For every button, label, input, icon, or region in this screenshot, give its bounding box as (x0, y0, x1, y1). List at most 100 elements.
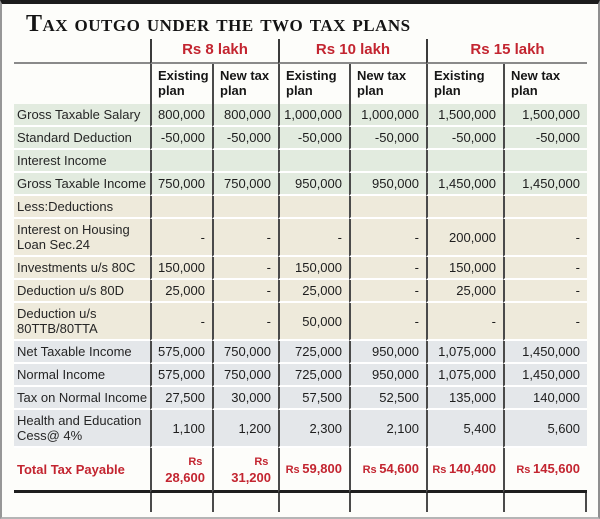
table-row: Investments u/s 80C 150,000-150,000-150,0… (14, 257, 587, 280)
cell-value: 1,000,000 (278, 104, 349, 127)
table-row: Tax on Normal Income 27,500 30,000 57,500 52… (14, 387, 587, 410)
footnote-text: Old Tax Regime: Assuming the individual … (22, 516, 588, 517)
tax-comparison-table: Rs 8 lakh Rs 10 lakh Rs 15 lakh Existing pl… (14, 39, 587, 512)
cell-value: 25,000 (426, 280, 503, 303)
currency-prefix: Rs (285, 463, 300, 476)
cell-value: - (212, 257, 278, 280)
cell-value: 1,450,000 (426, 173, 503, 196)
cell-value: - (150, 303, 212, 341)
corner-spacer (14, 64, 150, 104)
cell-value: - (503, 303, 587, 341)
row-label: Gross Taxable Income (14, 173, 150, 196)
currency-prefix: Rs (362, 463, 377, 476)
table-row: Deduction u/s 80TTB/80TTA - -50,000- - - (14, 303, 587, 341)
cell-value (349, 150, 426, 173)
currency-prefix: Rs (432, 463, 447, 476)
cell-value: - (503, 257, 587, 280)
row-label: Less:Deductions (14, 196, 150, 219)
cell-value: 750,000 (150, 173, 212, 196)
group-header-row: Rs 8 lakh Rs 10 lakh Rs 15 lakh (14, 39, 587, 64)
cell-value (503, 150, 587, 173)
cell-value: 1,200 (212, 410, 278, 448)
stub-cell (349, 493, 426, 512)
cell-value: 140,000 (503, 387, 587, 410)
column-header: Existing plan (426, 64, 503, 104)
cell-value: 750,000 (212, 341, 278, 364)
table-row: Gross Taxable Salary 800,000 800,000 1,000,… (14, 104, 587, 127)
cell-value: - (349, 280, 426, 303)
cell-value: 1,100 (150, 410, 212, 448)
stub-cell (150, 493, 212, 512)
cell-value: 950,000 (349, 364, 426, 387)
cell-value: -50,000 (503, 127, 587, 150)
cell-value: 52,500 (349, 387, 426, 410)
cell-value: 2,300 (278, 410, 349, 448)
stub-cell (212, 493, 278, 512)
cell-value: 1,450,000 (503, 173, 587, 196)
cell-value: 1,450,000 (503, 341, 587, 364)
cell-value: 800,000 (150, 104, 212, 127)
cell-value: 150,000 (426, 257, 503, 280)
cell-value: - (349, 257, 426, 280)
cell-value: 950,000 (278, 173, 349, 196)
cell-value: 575,000 (150, 364, 212, 387)
table-row: Deduction u/s 80D 25,000-25,000-25,000- (14, 280, 587, 303)
total-label: Total Tax Payable (14, 448, 150, 493)
cell-value: - (150, 219, 212, 257)
row-label: Deduction u/s 80TTB/80TTA (14, 303, 150, 341)
table-row: Less:Deductions (14, 196, 587, 219)
total-row: Total Tax Payable Rs 28,600 Rs 31,200 Rs 59… (14, 448, 587, 493)
cell-value: 950,000 (349, 173, 426, 196)
group-header-3: Rs 15 lakh (426, 39, 587, 64)
stub-cell (426, 493, 503, 512)
gridline-stub-row (14, 493, 587, 512)
cell-value: 5,400 (426, 410, 503, 448)
cell-value: 27,500 (150, 387, 212, 410)
cell-value: 725,000 (278, 341, 349, 364)
row-label: Health and Education Cess@ 4% (14, 410, 150, 448)
cell-value: 57,500 (278, 387, 349, 410)
cell-value: 800,000 (212, 104, 278, 127)
row-label: Interest on Housing Loan Sec.24 (14, 219, 150, 257)
cell-value (150, 196, 212, 219)
cell-value: 725,000 (278, 364, 349, 387)
cell-value: 1,075,000 (426, 364, 503, 387)
cell-value: - (212, 303, 278, 341)
cell-value: 1,500,000 (503, 104, 587, 127)
row-label: Investments u/s 80C (14, 257, 150, 280)
table-row: Interest on Housing Loan Sec.24- - - -200,0… (14, 219, 587, 257)
cell-value: - (503, 280, 587, 303)
row-label: Standard Deduction (14, 127, 150, 150)
cell-value: 950,000 (349, 341, 426, 364)
cell-value: - (212, 219, 278, 257)
cell-value: 2,100 (349, 410, 426, 448)
total-value: Rs 54,600 (349, 448, 426, 493)
cell-value: 5,600 (503, 410, 587, 448)
cell-value (426, 196, 503, 219)
cell-value: -50,000 (212, 127, 278, 150)
cell-value (150, 150, 212, 173)
row-label: Deduction u/s 80D (14, 280, 150, 303)
cell-value (212, 150, 278, 173)
total-value: Rs 145,600 (503, 448, 587, 493)
cell-value: 135,000 (426, 387, 503, 410)
currency-prefix: Rs (188, 456, 203, 468)
cell-value: 200,000 (426, 219, 503, 257)
row-label: Interest Income (14, 150, 150, 173)
cell-value: 1,450,000 (503, 364, 587, 387)
cell-value (349, 196, 426, 219)
table-row: Standard Deduction -50,000 -50,000 -50,000-… (14, 127, 587, 150)
cell-value: - (349, 303, 426, 341)
cell-value (212, 196, 278, 219)
row-label: Gross Taxable Salary (14, 104, 150, 127)
cell-value: 150,000 (278, 257, 349, 280)
column-header: Existing plan (150, 64, 212, 104)
cell-value (278, 150, 349, 173)
cell-value: 575,000 (150, 341, 212, 364)
total-value: Rs 28,600 (150, 448, 212, 493)
cell-value: 1,500,000 (426, 104, 503, 127)
page-title: Tax outgo under the two tax plans (26, 11, 411, 37)
stub-cell (503, 493, 587, 512)
column-header: New tax plan (212, 64, 278, 104)
